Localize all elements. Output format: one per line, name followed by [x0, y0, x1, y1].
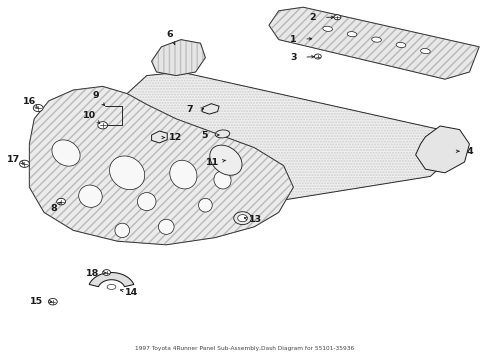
Ellipse shape — [209, 145, 242, 175]
Ellipse shape — [109, 156, 144, 190]
Circle shape — [333, 15, 340, 20]
Ellipse shape — [420, 49, 429, 54]
Text: 13: 13 — [248, 215, 261, 224]
Text: 8: 8 — [50, 204, 57, 213]
Circle shape — [233, 212, 251, 225]
Circle shape — [98, 122, 107, 129]
Text: 17: 17 — [7, 154, 20, 163]
Text: 16: 16 — [22, 97, 36, 106]
Text: 5: 5 — [201, 130, 207, 139]
Text: 9: 9 — [92, 91, 99, 100]
Circle shape — [20, 160, 29, 167]
Ellipse shape — [115, 223, 129, 238]
Ellipse shape — [158, 219, 174, 234]
Text: 1: 1 — [289, 35, 296, 44]
Polygon shape — [151, 131, 167, 143]
Circle shape — [33, 104, 43, 112]
Ellipse shape — [346, 32, 356, 37]
Polygon shape — [268, 7, 478, 79]
Circle shape — [48, 298, 57, 305]
Ellipse shape — [169, 160, 197, 189]
Ellipse shape — [52, 140, 80, 166]
Text: 3: 3 — [289, 53, 296, 62]
Text: 6: 6 — [166, 30, 173, 39]
Text: 11: 11 — [205, 158, 219, 167]
Text: 7: 7 — [186, 105, 193, 114]
Text: 15: 15 — [30, 297, 43, 306]
Text: 18: 18 — [86, 269, 100, 278]
Polygon shape — [29, 86, 293, 245]
Text: 14: 14 — [124, 288, 138, 297]
Circle shape — [314, 54, 321, 59]
Circle shape — [237, 215, 247, 222]
Ellipse shape — [322, 26, 332, 31]
Circle shape — [57, 198, 65, 205]
Text: 4: 4 — [465, 147, 472, 156]
Ellipse shape — [79, 185, 102, 207]
Text: 10: 10 — [83, 111, 96, 120]
Polygon shape — [107, 72, 449, 202]
Ellipse shape — [107, 284, 116, 289]
Ellipse shape — [198, 198, 212, 212]
Polygon shape — [415, 126, 468, 173]
Circle shape — [102, 270, 110, 275]
Ellipse shape — [215, 130, 229, 138]
Text: 1997 Toyota 4Runner Panel Sub-Assembly,Dash Diagram for 55101-35936: 1997 Toyota 4Runner Panel Sub-Assembly,D… — [135, 346, 353, 351]
Text: 12: 12 — [168, 133, 182, 142]
Ellipse shape — [137, 193, 156, 211]
Text: 2: 2 — [309, 13, 316, 22]
Ellipse shape — [371, 37, 381, 42]
Ellipse shape — [395, 42, 405, 48]
Polygon shape — [202, 104, 219, 114]
Polygon shape — [89, 273, 134, 287]
Polygon shape — [151, 40, 205, 76]
Ellipse shape — [213, 171, 231, 189]
